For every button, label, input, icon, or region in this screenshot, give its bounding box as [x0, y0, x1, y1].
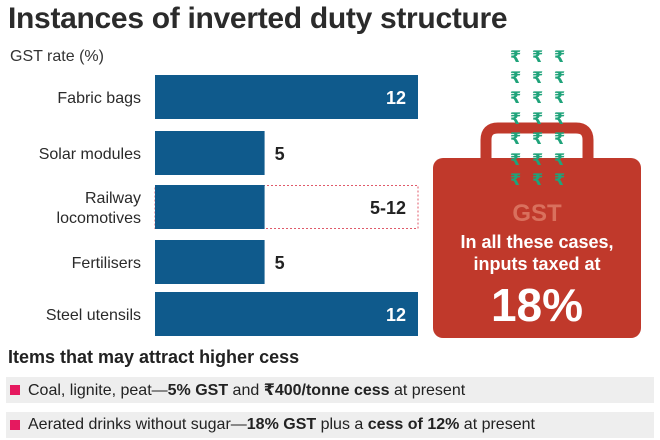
rupee-icon: ₹ — [532, 88, 543, 107]
rupee-icon: ₹ — [532, 68, 543, 87]
rupee-icon: ₹ — [510, 88, 521, 107]
value-label: 5-12 — [370, 198, 406, 218]
rupee-icon: ₹ — [554, 150, 565, 169]
rupee-icon: ₹ — [554, 170, 565, 189]
value-label: 12 — [386, 305, 406, 325]
rupee-icon: ₹ — [532, 109, 543, 128]
value-label: 5 — [275, 253, 285, 273]
rupee-icon: ₹ — [554, 47, 565, 66]
cess-row-coal: Coal, lignite, peat—5% GST and ₹400/tonn… — [6, 377, 654, 403]
rupee-icon: ₹ — [532, 150, 543, 169]
category-label: Fertilisers — [72, 255, 141, 272]
rupee-icon: ₹ — [532, 170, 543, 189]
bar — [155, 292, 418, 336]
rupee-icon: ₹ — [510, 47, 521, 66]
bag-caption-line2: inputs taxed at — [473, 254, 601, 274]
bar-chart: Fabric bags 12 Solar modules 5 Railway locomo… — [39, 75, 419, 336]
rupee-icon: ₹ — [532, 129, 543, 148]
category-label: Solar modules — [39, 146, 141, 163]
bullet-square-icon — [10, 420, 20, 430]
rupee-icon: ₹ — [510, 150, 521, 169]
bullet-square-icon — [10, 385, 20, 395]
bag-caption-line1: In all these cases, — [460, 232, 614, 252]
category-label: Railway locomotives — [57, 190, 141, 227]
cess-row-aerated-drinks: Aerated drinks without sugar—18% GST plu… — [6, 412, 654, 438]
rupee-icon: ₹ — [554, 88, 565, 107]
rupee-icon: ₹ — [510, 68, 521, 87]
rupee-icon: ₹ — [510, 170, 521, 189]
rupee-icon: ₹ — [532, 47, 543, 66]
cess-title: Items that may attract higher cess — [8, 347, 300, 367]
bar — [155, 240, 265, 284]
bag-rate-value: 18% — [490, 279, 584, 331]
rupee-icon: ₹ — [510, 129, 521, 148]
cess-text: Aerated drinks without sugar—18% GST plu… — [28, 416, 535, 433]
rupee-icon: ₹ — [510, 109, 521, 128]
bag-body — [433, 158, 641, 338]
gst-bag-icon: ₹ ₹ ₹₹ ₹ ₹₹ ₹ ₹₹ ₹ ₹₹ ₹ ₹₹ ₹ ₹₹ ₹ ₹ — [433, 47, 641, 338]
bag-gst-label: GST — [512, 200, 562, 227]
value-label: 5 — [275, 144, 285, 164]
bar — [155, 185, 265, 229]
cess-text: Coal, lignite, peat—5% GST and ₹400/tonn… — [28, 382, 466, 399]
category-label: Fabric bags — [57, 90, 141, 107]
bar — [155, 75, 418, 119]
value-label: 12 — [386, 88, 406, 108]
category-label: Steel utensils — [46, 307, 141, 324]
rupee-icon: ₹ — [554, 129, 565, 148]
bag-caption: In all these cases, inputs taxed at — [432, 231, 642, 275]
bar — [155, 131, 265, 175]
rupee-icon: ₹ — [554, 109, 565, 128]
chart-title: Instances of inverted duty structure — [8, 2, 508, 35]
unit-label: GST rate (%) — [10, 48, 104, 65]
rupee-icon: ₹ — [554, 68, 565, 87]
bar-range-outline — [154, 185, 419, 229]
